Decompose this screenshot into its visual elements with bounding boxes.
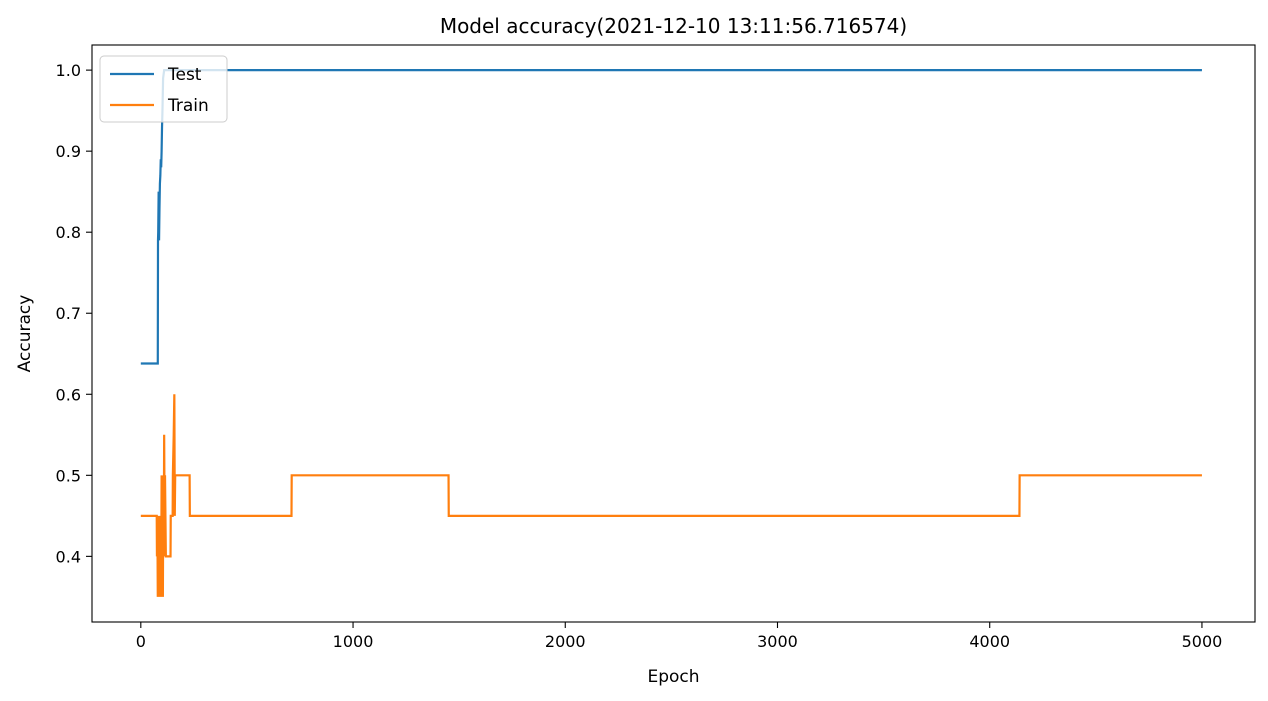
legend-label-train: Train xyxy=(167,96,209,116)
x-tick-label: 0 xyxy=(136,632,146,651)
y-tick-label: 0.9 xyxy=(56,142,81,161)
y-tick-label: 0.8 xyxy=(56,223,81,242)
x-tick-label: 2000 xyxy=(545,632,586,651)
x-tick-label: 4000 xyxy=(969,632,1010,651)
plot-frame xyxy=(91,44,1256,623)
y-axis: 0.4 0.5 0.6 0.7 0.8 0.9 1.0 xyxy=(56,61,92,566)
y-tick-label: 0.4 xyxy=(56,547,81,566)
y-tick-label: 0.5 xyxy=(56,466,81,485)
legend-label-test: Test xyxy=(167,65,202,85)
legend: Test Train xyxy=(99,55,228,123)
series-line-train xyxy=(140,394,1202,597)
x-tick-label: 3000 xyxy=(757,632,798,651)
x-tick-label: 1000 xyxy=(333,632,374,651)
plot-area xyxy=(91,44,1256,623)
y-tick-label: 0.7 xyxy=(56,304,81,323)
x-axis: 0 1000 2000 3000 4000 5000 xyxy=(136,622,1223,651)
x-axis-label: Epoch xyxy=(647,667,699,687)
y-tick-label: 0.6 xyxy=(56,385,81,404)
series-line-test xyxy=(140,69,1202,365)
chart-title: Model accuracy(2021-12-10 13:11:56.71657… xyxy=(440,14,907,38)
y-axis-label: Accuracy xyxy=(15,295,35,373)
x-tick-label: 5000 xyxy=(1182,632,1223,651)
y-tick-label: 1.0 xyxy=(56,61,81,80)
